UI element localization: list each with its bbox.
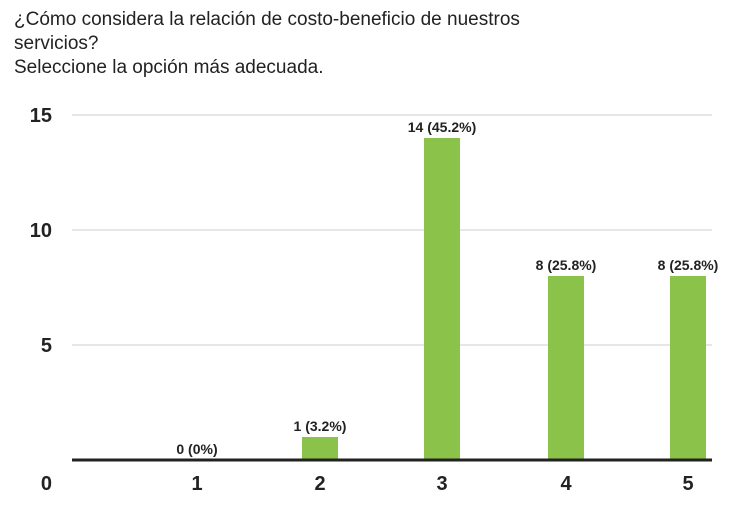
bar-data-label-1: 0 (0%) bbox=[176, 441, 217, 457]
chart-title-line-2: servicios? bbox=[14, 33, 99, 54]
x-tick-label-3: 3 bbox=[436, 473, 447, 495]
chart-title: ¿Cómo considera la relación de costo-ben… bbox=[14, 8, 714, 80]
bar-5 bbox=[670, 276, 706, 460]
x-tick-label-1: 1 bbox=[191, 473, 202, 495]
x-tick-label-5: 5 bbox=[682, 473, 693, 495]
bar-3 bbox=[424, 138, 460, 460]
gridlines bbox=[72, 114, 712, 346]
x-tick-label-2: 2 bbox=[314, 473, 325, 495]
y-tick-label: 0 bbox=[41, 473, 52, 495]
y-tick-label: 15 bbox=[30, 105, 52, 127]
chart-title-line-3: Seleccione la opción más adecuada. bbox=[14, 57, 324, 78]
chart-title-line-1: ¿Cómo considera la relación de costo-ben… bbox=[14, 9, 520, 30]
bar-4 bbox=[548, 276, 584, 460]
data-labels: 0 (0%) 1 (3.2%) 14 (45.2%) 8 (25.8%) 8 (25.8… bbox=[176, 119, 718, 457]
y-tick-label: 5 bbox=[41, 335, 52, 357]
axes: 0 5 10 15 1 2 3 4 5 bbox=[30, 105, 712, 495]
bar-data-label-5: 8 (25.8%) bbox=[658, 257, 719, 273]
bar-2 bbox=[302, 437, 338, 460]
bar-data-label-3: 14 (45.2%) bbox=[408, 119, 476, 135]
bars bbox=[302, 138, 706, 460]
x-tick-label-4: 4 bbox=[560, 473, 572, 495]
bar-data-label-2: 1 (3.2%) bbox=[294, 418, 347, 434]
bar-data-label-4: 8 (25.8%) bbox=[536, 257, 597, 273]
y-tick-label: 10 bbox=[30, 220, 52, 242]
